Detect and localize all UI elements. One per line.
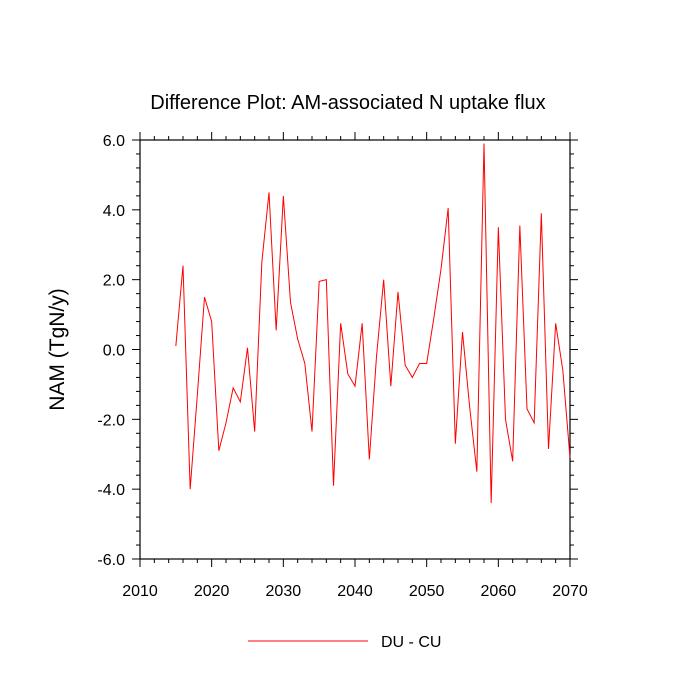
axis-ticks: [132, 132, 578, 567]
series-group: [175, 143, 571, 504]
series-line-du-cu: [175, 143, 571, 504]
y-tick-label: 4.0: [103, 203, 125, 220]
y-tick-label: 0.0: [103, 343, 125, 360]
y-axis-tick-labels: 6.0 4.0 2.0 0.0 -2.0 -4.0 -6.0: [97, 133, 125, 569]
legend: DU - CU: [248, 634, 441, 651]
y-tick-label: 2.0: [103, 273, 125, 290]
y-tick-label: 6.0: [103, 133, 125, 150]
x-tick-label: 2070: [552, 583, 588, 600]
x-tick-label: 2010: [122, 583, 158, 600]
plot-area-border: [139, 139, 571, 560]
x-axis-tick-labels: 2010 2020 2030 2040 2050 2060 2070: [122, 583, 588, 600]
y-tick-label: -4.0: [97, 482, 125, 499]
legend-label-du-cu: DU - CU: [381, 634, 441, 651]
x-tick-label: 2060: [481, 583, 517, 600]
y-axis-label: NAM (TgN/y): [46, 288, 69, 411]
x-tick-label: 2020: [194, 583, 230, 600]
x-tick-label: 2040: [337, 583, 373, 600]
x-tick-label: 2050: [409, 583, 445, 600]
y-tick-label: -2.0: [97, 412, 125, 429]
x-tick-label: 2030: [266, 583, 302, 600]
chart-title: Difference Plot: AM-associated N uptake …: [150, 92, 545, 114]
y-tick-label: -6.0: [97, 552, 125, 569]
